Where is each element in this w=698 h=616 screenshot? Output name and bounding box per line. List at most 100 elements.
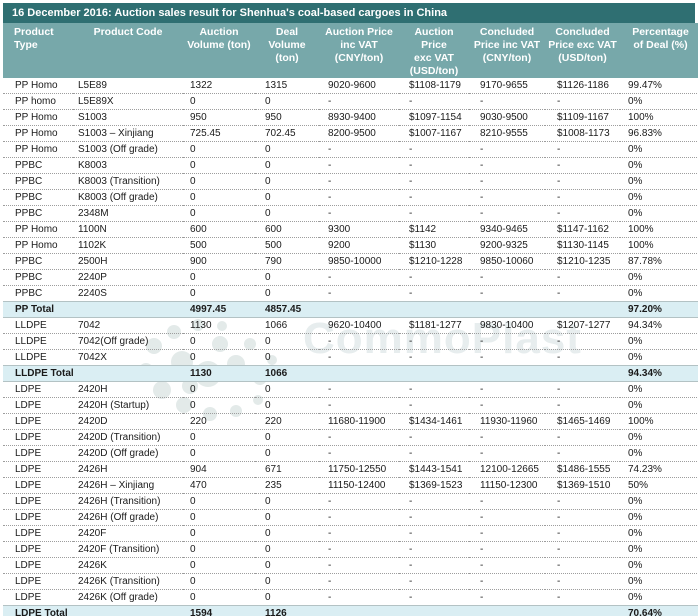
cell-auction-price-exc-vat: $1108-1179 (399, 78, 469, 94)
cell-product-code: K8003 (Transition) (73, 173, 183, 190)
cell-deal-volume: 0 (255, 525, 319, 542)
cell-auction-price-inc-vat: - (319, 525, 399, 542)
cell-concluded-price-exc-vat: - (545, 429, 620, 446)
cell-product-type: PP Homo (3, 78, 73, 94)
cell-concluded-price-exc-vat: - (545, 557, 620, 574)
cell-auction-volume: 500 (183, 237, 255, 254)
cell-product-code: 2420H (Startup) (73, 397, 183, 414)
cell-deal-volume: 0 (255, 541, 319, 558)
cell-auction-price-inc-vat: - (319, 557, 399, 574)
table-row: PPBC 2348M 0 0- - - -0% (3, 205, 698, 222)
cell-auction-price-exc-vat: $1369-1523 (399, 477, 469, 494)
table-body: PP Homo L5E89 1322 1315 9020-9600 $1108-1179 9… (3, 78, 698, 616)
cell-product-code (73, 605, 183, 616)
cell-product-type: PP homo (3, 93, 73, 110)
cell-concluded-price-exc-vat: $1008-1173 (545, 125, 620, 142)
cell-deal-percentage: 94.34% (620, 365, 698, 382)
cell-deal-percentage: 87.78% (620, 253, 698, 270)
cell-auction-volume: 725.45 (183, 125, 255, 142)
cell-concluded-price-inc-vat: - (469, 429, 545, 446)
cell-concluded-price-inc-vat: 11930-11960 (469, 413, 545, 430)
cell-auction-price-exc-vat: - (399, 173, 469, 190)
cell-auction-price-exc-vat: $1210-1228 (399, 253, 469, 270)
cell-concluded-price-inc-vat (469, 301, 545, 318)
cell-auction-price-exc-vat: - (399, 269, 469, 286)
cell-auction-price-inc-vat: 9850-10000 (319, 253, 399, 270)
cell-auction-volume: 600 (183, 221, 255, 238)
cell-deal-percentage: 0% (620, 141, 698, 158)
cell-auction-volume: 0 (183, 381, 255, 398)
cell-deal-percentage: 0% (620, 397, 698, 414)
cell-concluded-price-inc-vat: - (469, 205, 545, 222)
table-row: LDPE 2420H (Startup) 0 0- - - -0% (3, 397, 698, 414)
cell-concluded-price-exc-vat: - (545, 509, 620, 526)
cell-concluded-price-inc-vat: - (469, 573, 545, 590)
cell-auction-price-exc-vat: $1434-1461 (399, 413, 469, 430)
cell-auction-price-inc-vat: 11750-12550 (319, 461, 399, 478)
table-row: LDPE 2420D (Transition) 0 0- - - -0% (3, 429, 698, 446)
cell-auction-price-inc-vat: - (319, 381, 399, 398)
cell-auction-price-exc-vat: - (399, 381, 469, 398)
cell-concluded-price-exc-vat: - (545, 285, 620, 302)
cell-product-code: 2426K (73, 557, 183, 574)
column-header-auction-price-exc-vat: Auction Price exc VAT (USD/ton) (399, 23, 469, 78)
cell-concluded-price-inc-vat: - (469, 93, 545, 110)
cell-deal-volume: 500 (255, 237, 319, 254)
cell-auction-price-exc-vat: - (399, 589, 469, 606)
cell-auction-volume: 0 (183, 429, 255, 446)
cell-deal-volume: 0 (255, 269, 319, 286)
cell-concluded-price-inc-vat: 9830-10400 (469, 317, 545, 334)
cell-deal-volume: 220 (255, 413, 319, 430)
cell-auction-price-inc-vat (319, 301, 399, 318)
header-row: Product Type Product Code Auction Volume (… (3, 23, 698, 78)
cell-deal-percentage: 0% (620, 333, 698, 350)
cell-product-type: LDPE (3, 557, 73, 574)
table-row: LDPE 2420F (Transition) 0 0- - - -0% (3, 541, 698, 558)
cell-auction-price-exc-vat: - (399, 429, 469, 446)
cell-concluded-price-exc-vat: - (545, 445, 620, 462)
cell-concluded-price-exc-vat: - (545, 157, 620, 174)
cell-product-type: PP Homo (3, 221, 73, 238)
cell-auction-price-exc-vat (399, 605, 469, 616)
cell-concluded-price-inc-vat: 9170-9655 (469, 78, 545, 94)
cell-concluded-price-inc-vat: - (469, 269, 545, 286)
cell-product-code: S1003 (Off grade) (73, 141, 183, 158)
cell-product-type: LDPE (3, 477, 73, 494)
table-row: LDPE 2420D 220 220 11680-11900 $1434-1461 1193… (3, 413, 698, 430)
cell-deal-percentage: 100% (620, 221, 698, 238)
cell-deal-percentage: 0% (620, 349, 698, 366)
cell-product-code: 2426K (Off grade) (73, 589, 183, 606)
cell-auction-price-exc-vat: - (399, 557, 469, 574)
cell-deal-percentage: 97.20% (620, 301, 698, 318)
cell-auction-volume: 0 (183, 141, 255, 158)
cell-product-type: PPBC (3, 285, 73, 302)
table-row: PP homo L5E89X 0 0- - - -0% (3, 93, 698, 110)
cell-concluded-price-inc-vat: - (469, 509, 545, 526)
cell-deal-percentage: 0% (620, 509, 698, 526)
cell-auction-volume: 0 (183, 589, 255, 606)
cell-concluded-price-exc-vat: $1369-1510 (545, 477, 620, 494)
cell-product-type: LDPE (3, 525, 73, 542)
cell-product-type: PP Homo (3, 109, 73, 126)
cell-auction-volume: 0 (183, 173, 255, 190)
cell-auction-volume: 0 (183, 285, 255, 302)
cell-product-type: LDPE (3, 573, 73, 590)
cell-product-code: 2426H (Transition) (73, 493, 183, 510)
cell-concluded-price-exc-vat: - (545, 189, 620, 206)
column-header-auction-price-inc-vat: Auction Price inc VAT (CNY/ton) (319, 23, 399, 78)
column-header-auction-volume: Auction Volume (ton) (183, 23, 255, 78)
cell-product-code: K8003 (73, 157, 183, 174)
cell-product-type: LLDPE (3, 349, 73, 366)
cell-auction-price-exc-vat: - (399, 157, 469, 174)
cell-deal-volume: 1126 (255, 605, 319, 616)
cell-product-type: LDPE (3, 445, 73, 462)
cell-concluded-price-exc-vat: - (545, 589, 620, 606)
cell-auction-volume: 0 (183, 397, 255, 414)
cell-auction-volume: 220 (183, 413, 255, 430)
cell-auction-volume: 904 (183, 461, 255, 478)
cell-product-type: PPBC (3, 253, 73, 270)
cell-auction-price-inc-vat: - (319, 269, 399, 286)
cell-deal-volume: 0 (255, 189, 319, 206)
cell-auction-price-inc-vat: 9300 (319, 221, 399, 238)
cell-auction-price-exc-vat: - (399, 397, 469, 414)
